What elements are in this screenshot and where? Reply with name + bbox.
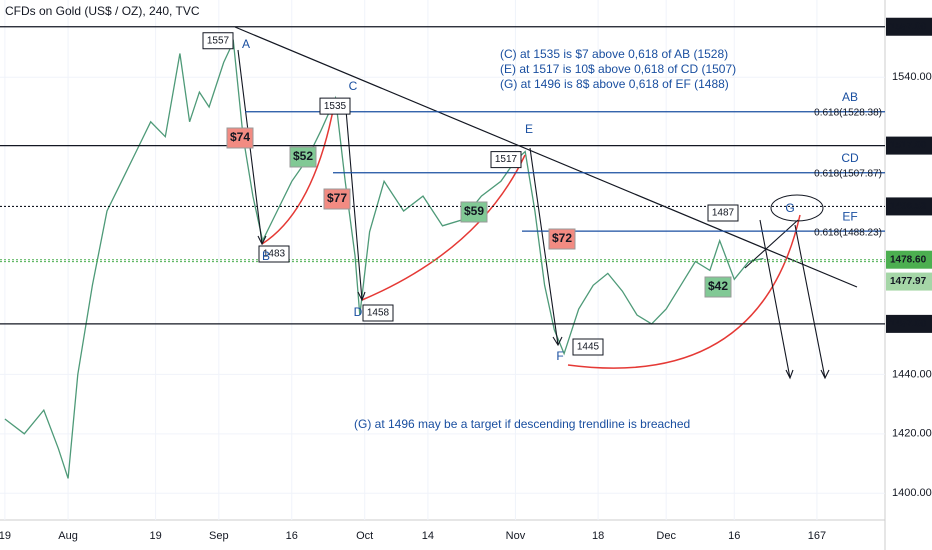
chart-title: CFDs on Gold (US$ / OZ), 240, TVC	[5, 4, 200, 18]
price-label-box	[886, 272, 932, 291]
pivot-price: 1535	[324, 101, 347, 112]
pivot-price: 1517	[495, 154, 518, 165]
y-tick-label: 1440.00	[892, 368, 932, 380]
move-label: $74	[230, 130, 250, 144]
price-box	[707, 204, 739, 222]
fib-label: 0.618(1507.87)	[814, 168, 882, 179]
x-tick-label: 19	[149, 530, 161, 542]
arrows	[237, 49, 830, 380]
x-tick-label: Dec	[656, 530, 676, 542]
price-box	[319, 97, 351, 115]
x-tick-label: Nov	[506, 530, 526, 542]
move-box	[460, 201, 488, 223]
price-label-box	[886, 197, 932, 216]
x-tick-label: Oct	[356, 530, 373, 542]
price-box	[258, 245, 290, 263]
pivot-price: 1557	[207, 35, 230, 46]
price-box	[572, 338, 604, 356]
price-label-box	[886, 136, 932, 155]
arc	[567, 214, 801, 369]
y-tick-label: 1400.00	[892, 487, 932, 499]
y-tick-label: 1420.00	[892, 428, 932, 440]
pivot-price: 1487	[712, 208, 735, 219]
move-label: $52	[293, 149, 313, 163]
trendline	[234, 26, 858, 288]
pivot-letter: F	[556, 349, 563, 363]
pivot-price: 1445	[577, 342, 600, 353]
pivot-price: 1458	[367, 308, 390, 319]
pivot-letter: E	[525, 122, 533, 136]
price-label-box	[886, 17, 932, 36]
price-label: 1496.53	[890, 201, 927, 212]
fib-name: AB	[842, 90, 858, 104]
pivot-letter: C	[349, 79, 358, 93]
price-box	[490, 151, 522, 169]
move-label: $59	[464, 204, 484, 218]
x-tick-label: 16	[286, 530, 298, 542]
note: (E) at 1517 is 10$ above 0,618 of CD (15…	[500, 62, 736, 76]
move-label: $77	[327, 191, 347, 205]
fib-label: 0.618(1528.38)	[814, 107, 882, 118]
move-label: $42	[708, 279, 728, 293]
x-tick-label: Aug	[58, 530, 78, 542]
x-tick-label: Sep	[209, 530, 229, 542]
move-label: $72	[552, 231, 572, 245]
y-tick-label: 1540.00	[892, 71, 932, 83]
move-box	[548, 228, 576, 250]
note: (C) at 1535 is $7 above 0,618 of AB (152…	[500, 47, 728, 61]
price-box	[362, 304, 394, 322]
pivot-letter: G	[785, 201, 794, 215]
target-ellipse	[770, 194, 824, 222]
move-box	[226, 127, 254, 149]
arc	[361, 154, 526, 301]
arc	[261, 99, 336, 245]
price-line	[4, 39, 764, 479]
price-label: 1457.00	[890, 319, 927, 330]
note: (G) at 1496 is 8$ above 0,618 of EF (148…	[500, 77, 729, 91]
pivot-letter: B	[262, 249, 270, 263]
price-label-box	[886, 250, 932, 269]
x-tick-label: 14	[422, 530, 434, 542]
x-tick-label: 16	[728, 530, 740, 542]
price-label: 1557.00	[890, 21, 927, 32]
move-box	[289, 146, 317, 168]
move-box	[323, 188, 351, 210]
x-tick-label: 18	[592, 530, 604, 542]
pivot-letter: D	[354, 305, 363, 319]
x-tick-label: 167	[808, 530, 826, 542]
fib-name: EF	[842, 209, 857, 223]
price-box	[202, 32, 234, 50]
price-label: 1478.60	[890, 254, 927, 265]
x-tick-label: 19	[0, 530, 11, 542]
fib-name: CD	[841, 151, 859, 165]
price-label: 1517.00	[890, 140, 927, 151]
footnote: (G) at 1496 may be a target if descendin…	[354, 417, 690, 431]
pivot-letter: A	[242, 37, 250, 51]
move-box	[704, 276, 732, 298]
pivot-price: 1483	[263, 249, 286, 260]
fib-label: 0.618(1488.23)	[814, 228, 882, 239]
price-label-box	[886, 314, 932, 333]
price-label: 1477.97	[890, 276, 927, 287]
